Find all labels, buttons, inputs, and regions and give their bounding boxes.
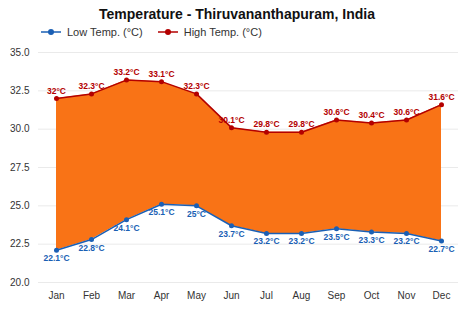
svg-text:22.5: 22.5 xyxy=(10,238,30,249)
svg-text:30.1°C: 30.1°C xyxy=(218,115,244,125)
svg-text:27.5: 27.5 xyxy=(10,162,30,173)
svg-text:23.2°C: 23.2°C xyxy=(393,236,419,246)
svg-text:25°C: 25°C xyxy=(187,209,206,219)
svg-text:30.6°C: 30.6°C xyxy=(393,107,419,117)
svg-text:May: May xyxy=(187,290,206,301)
svg-text:Dec: Dec xyxy=(433,290,451,301)
svg-text:25.0: 25.0 xyxy=(10,200,30,211)
svg-text:22.7°C: 22.7°C xyxy=(428,244,454,254)
html-text:Low Temp. (°C): Low Temp. (°C) xyxy=(67,26,143,38)
svg-text:32°C: 32°C xyxy=(47,86,66,96)
svg-text:Aug: Aug xyxy=(293,290,311,301)
svg-text:29.8°C: 29.8°C xyxy=(288,119,314,129)
svg-text:Apr: Apr xyxy=(154,290,170,301)
svg-text:32.3°C: 32.3°C xyxy=(183,81,209,91)
svg-text:Jul: Jul xyxy=(260,290,273,301)
svg-text:23.2°C: 23.2°C xyxy=(253,236,279,246)
svg-text:32.3°C: 32.3°C xyxy=(78,81,104,91)
svg-text:30.0: 30.0 xyxy=(10,123,30,134)
svg-text:31.6°C: 31.6°C xyxy=(428,92,454,102)
svg-text:22.8°C: 22.8°C xyxy=(78,243,104,253)
svg-text:24.1°C: 24.1°C xyxy=(113,223,139,233)
svg-text:23.5°C: 23.5°C xyxy=(323,232,349,242)
svg-text:Jan: Jan xyxy=(48,290,64,301)
svg-text:20.0: 20.0 xyxy=(10,277,30,288)
svg-text:Mar: Mar xyxy=(118,290,136,301)
svg-text:Sep: Sep xyxy=(328,290,346,301)
svg-text:Feb: Feb xyxy=(83,290,101,301)
svg-text:33.2°C: 33.2°C xyxy=(113,67,139,77)
svg-text:23.3°C: 23.3°C xyxy=(358,235,384,245)
svg-text:25.1°C: 25.1°C xyxy=(148,207,174,217)
svg-text:Nov: Nov xyxy=(398,290,416,301)
html-text:Temperature - Thiruvananthapur: Temperature - Thiruvananthapuram, India xyxy=(99,6,375,22)
svg-text:35.0: 35.0 xyxy=(10,47,30,58)
html-text:High Temp. (°C): High Temp. (°C) xyxy=(183,26,262,38)
svg-text:30.4°C: 30.4°C xyxy=(358,110,384,120)
svg-text:22.1°C: 22.1°C xyxy=(43,253,69,263)
svg-text:33.1°C: 33.1°C xyxy=(148,69,174,79)
svg-text:29.8°C: 29.8°C xyxy=(253,119,279,129)
svg-text:30.6°C: 30.6°C xyxy=(323,107,349,117)
svg-text:23.7°C: 23.7°C xyxy=(218,229,244,239)
svg-text:Oct: Oct xyxy=(364,290,380,301)
svg-text:23.2°C: 23.2°C xyxy=(288,236,314,246)
svg-text:Jun: Jun xyxy=(223,290,239,301)
svg-text:32.5: 32.5 xyxy=(10,85,30,96)
